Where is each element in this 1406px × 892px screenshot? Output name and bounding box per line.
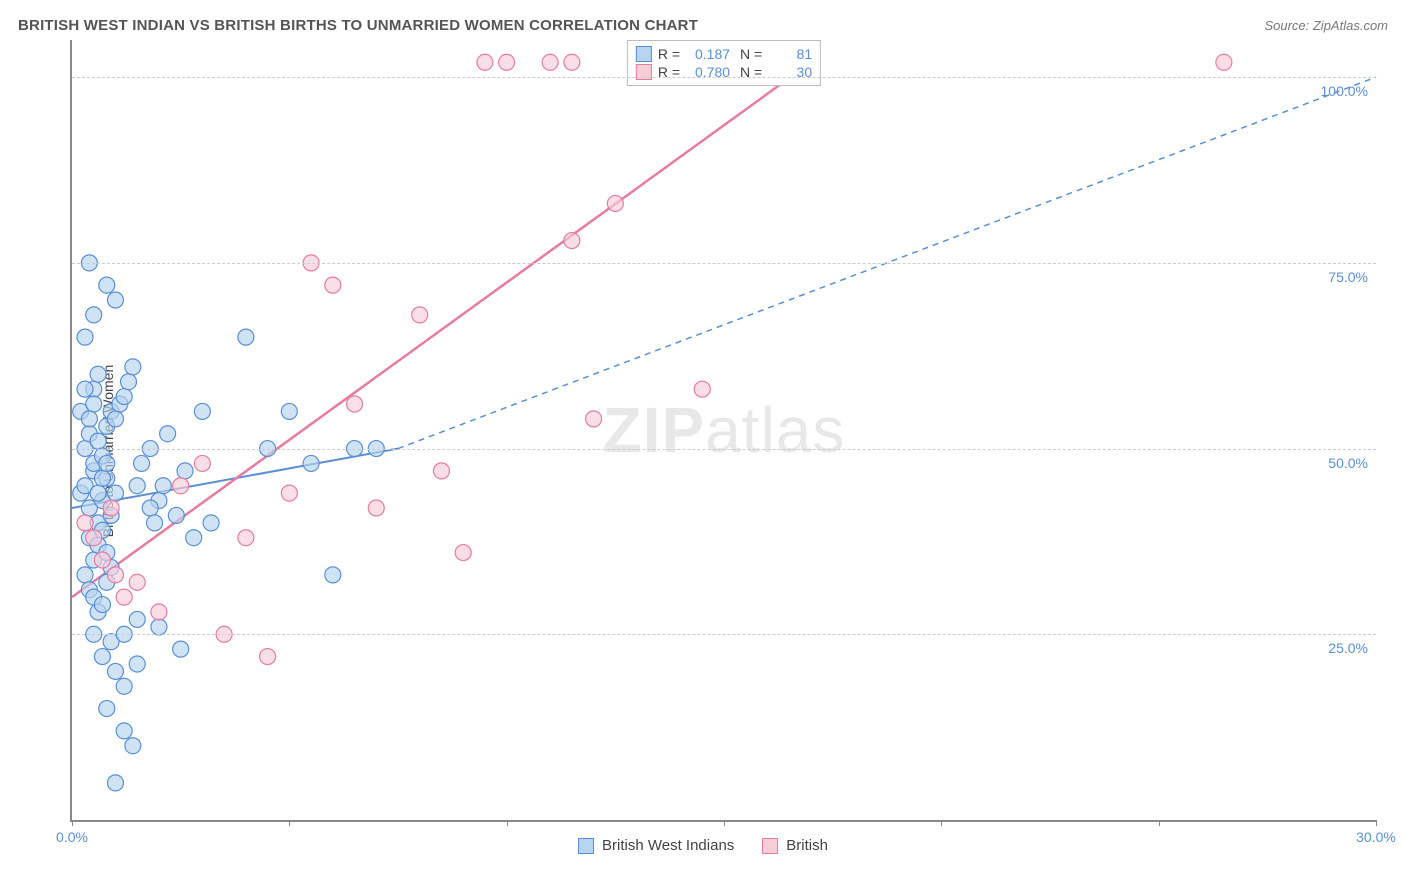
gridline-h	[72, 634, 1376, 635]
legend-swatch	[636, 46, 652, 62]
y-tick-label: 100.0%	[1321, 83, 1368, 99]
series-legend-item: British West Indians	[578, 837, 734, 854]
legend-n-label: N =	[736, 46, 762, 62]
series-legend-label: British West Indians	[602, 837, 734, 854]
correlation-legend: R = 0.187 N = 81R =0.780 N =30	[627, 40, 821, 86]
x-tick-mark	[1376, 820, 1377, 826]
y-tick-label: 25.0%	[1328, 640, 1368, 656]
legend-swatch	[578, 838, 594, 854]
x-tick-mark	[507, 820, 508, 826]
y-tick-label: 75.0%	[1328, 269, 1368, 285]
legend-r-label: R =	[658, 46, 680, 62]
gridline-h	[72, 449, 1376, 450]
series-legend: British West Indians British	[578, 837, 828, 854]
series-legend-item: British	[762, 837, 828, 854]
x-tick-mark	[1159, 820, 1160, 826]
x-tick-mark	[72, 820, 73, 826]
x-tick-label: 0.0%	[56, 829, 88, 845]
y-tick-label: 50.0%	[1328, 455, 1368, 471]
x-tick-mark	[289, 820, 290, 826]
plot-container: Births to Unmarried Women ZIPatlas R =0.…	[30, 40, 1376, 862]
legend-r-value: 0.187	[686, 46, 730, 62]
x-tick-mark	[724, 820, 725, 826]
legend-swatch	[762, 838, 778, 854]
chart-frame: BRITISH WEST INDIAN VS BRITISH BIRTHS TO…	[0, 0, 1406, 892]
legend-row: R =0.780 N =30	[634, 63, 814, 81]
gridline-h	[72, 77, 1376, 78]
plot-area: ZIPatlas R =0.187 N =81R =0.780 N =30 25…	[70, 40, 1376, 822]
x-tick-mark	[941, 820, 942, 826]
legend-n-value: 81	[768, 46, 812, 62]
header-bar: BRITISH WEST INDIAN VS BRITISH BIRTHS TO…	[0, 0, 1406, 40]
x-tick-label: 30.0%	[1356, 829, 1396, 845]
legend-row: R = 0.187 N = 81	[634, 45, 814, 63]
gridline-h	[72, 263, 1376, 264]
chart-title: BRITISH WEST INDIAN VS BRITISH BIRTHS TO…	[18, 17, 698, 34]
chart-svg	[72, 40, 1376, 820]
series-legend-label: British	[786, 837, 828, 854]
source-label: Source: ZipAtlas.com	[1264, 18, 1388, 33]
